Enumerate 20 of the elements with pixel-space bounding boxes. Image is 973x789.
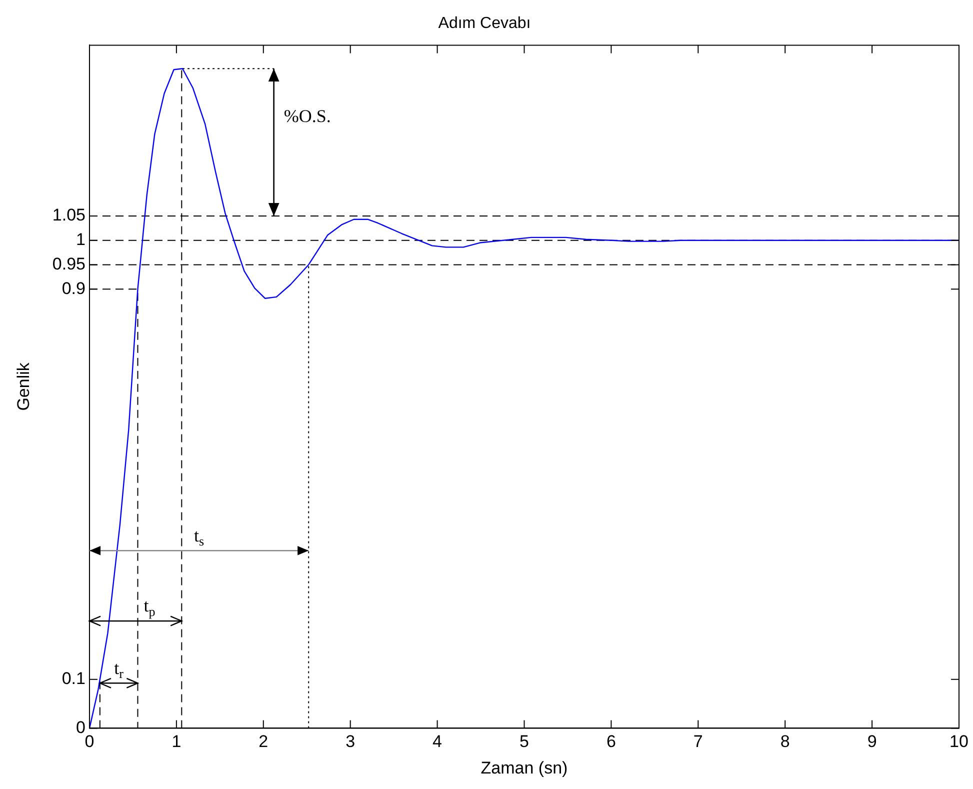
x-axis-title: Zaman (sn) — [480, 758, 568, 778]
y-tick-label: 1.05 — [52, 206, 86, 225]
y-tick-label: 0 — [76, 718, 86, 737]
x-tick-label: 1 — [172, 732, 182, 752]
y-tick-label: 1 — [76, 230, 86, 250]
annotation: %O.S. — [284, 106, 331, 126]
x-tick-label: 10 — [950, 732, 968, 752]
y-tick-label: 0.95 — [52, 254, 86, 274]
x-tick-label: 3 — [346, 732, 356, 752]
y-axis-title: Genlik — [14, 362, 33, 411]
x-tick-label: 6 — [606, 732, 616, 752]
x-tick-label: 2 — [258, 732, 268, 752]
x-tick-label: 5 — [520, 732, 529, 752]
x-tick-label: 7 — [693, 732, 703, 752]
y-tick-label: 0.9 — [62, 278, 86, 298]
x-tick-label: 9 — [867, 732, 877, 752]
y-tick-label: 0.1 — [62, 669, 86, 688]
x-tick-label: 8 — [780, 732, 790, 752]
chart-title: Adım Cevabı — [438, 15, 531, 32]
x-tick-label: 4 — [432, 732, 442, 752]
